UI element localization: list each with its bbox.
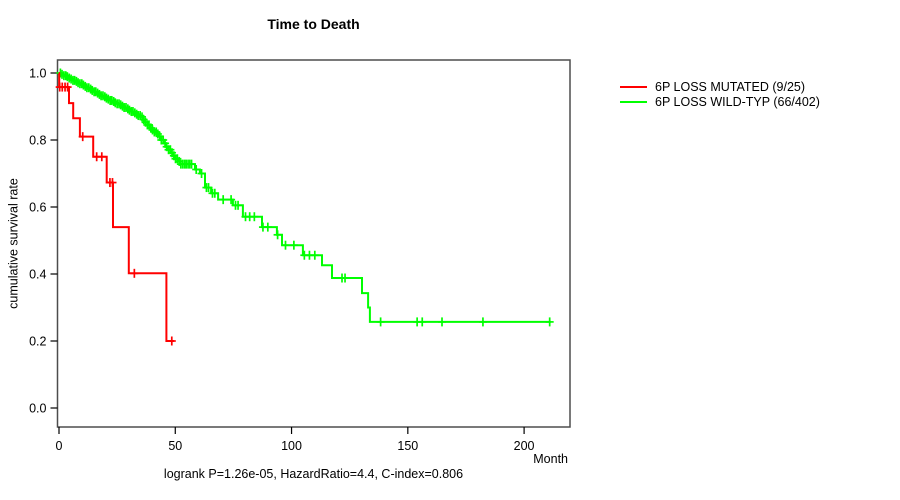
y-tick-label: 1.0 [29, 67, 46, 81]
plot-box [56, 59, 571, 428]
legend-label-mutated: 6P LOSS MUTATED (9/25) [655, 79, 806, 94]
y-axis-title: cumulative survival rate [6, 178, 21, 309]
x-tick-label: 200 [514, 439, 535, 453]
legend-row-wildtype: 6P LOSS WILD-TYP (66/402) [620, 94, 820, 109]
legend-label-wildtype: 6P LOSS WILD-TYP (66/402) [655, 94, 820, 109]
y-tick-label: 0.6 [29, 201, 46, 215]
legend-line-wildtype [620, 100, 647, 103]
y-tick-label: 0.0 [29, 402, 46, 416]
x-tick-label: 150 [397, 439, 418, 453]
chart-title: Time to Death [267, 16, 360, 32]
logrank-stats-footer: logrank P=1.26e-05, HazardRatio=4.4, C-i… [163, 467, 464, 481]
y-tick-label: 0.4 [29, 268, 46, 282]
legend-line-mutated [620, 85, 647, 88]
x-tick-label: 100 [281, 439, 302, 453]
y-tick-label: 0.8 [29, 134, 46, 148]
survival-curve-mutated [58, 72, 174, 342]
legend: 6P LOSS MUTATED (9/25) 6P LOSS WILD-TYP … [620, 79, 820, 109]
legend-row-mutated: 6P LOSS MUTATED (9/25) [620, 79, 820, 94]
x-tick-label: 50 [168, 439, 182, 453]
y-tick-label: 0.2 [29, 335, 46, 349]
x-tick-label: 0 [56, 439, 63, 453]
x-axis-title: Month [533, 452, 568, 466]
